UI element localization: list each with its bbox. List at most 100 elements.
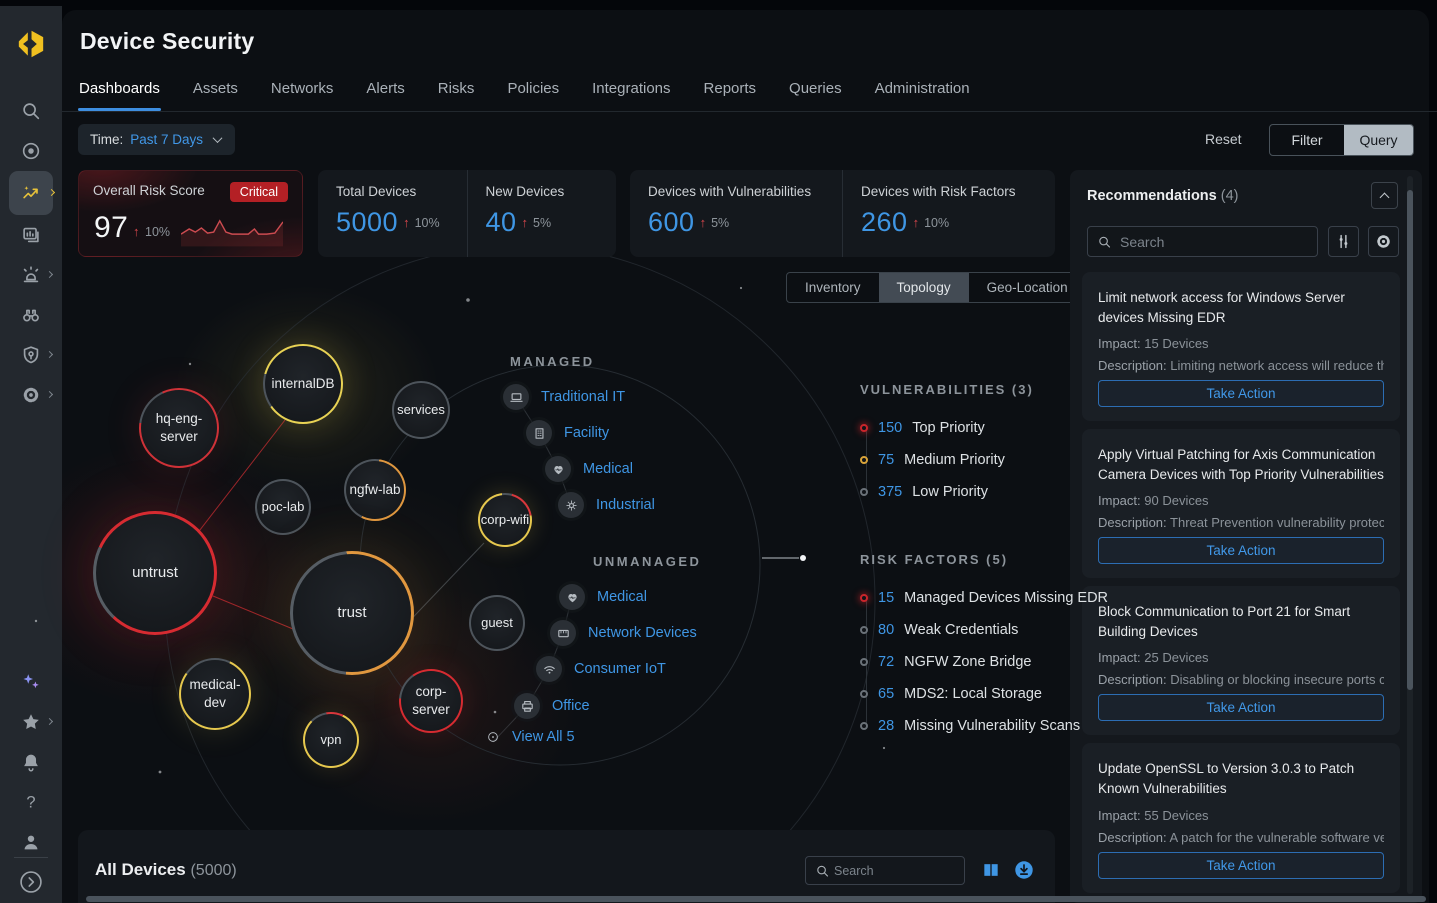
scrollbar-thumb[interactable] — [1407, 190, 1413, 690]
sidebar-item[interactable] — [0, 131, 62, 171]
recommendation-card[interactable]: Block Communication to Port 21 for Smart… — [1082, 586, 1400, 736]
nav-tab[interactable]: Queries — [789, 80, 842, 97]
topology-bubble[interactable]: corp-server — [399, 669, 463, 733]
sidebar-item[interactable] — [0, 702, 62, 742]
device-category-item[interactable]: Facility — [526, 420, 609, 446]
search-icon — [1097, 234, 1112, 249]
recommendation-card[interactable]: Apply Virtual Patching for Axis Communic… — [1082, 429, 1400, 579]
topology-bubble[interactable]: guest — [469, 595, 525, 651]
kpi-stat[interactable]: Devices with Risk Factors 260 ↑ 10% — [842, 170, 1055, 257]
horizontal-scrollbar[interactable] — [86, 896, 1426, 902]
vulnerability-kpi-card: Devices with Vulnerabilities 600 ↑ 5% De… — [630, 170, 1055, 257]
risk-factor-item[interactable]: 28 Missing Vulnerability Scans — [860, 710, 1108, 742]
topology-bubble[interactable]: trust — [290, 551, 414, 675]
take-action-button[interactable]: Take Action — [1098, 380, 1384, 408]
take-action-button[interactable]: Take Action — [1098, 851, 1384, 879]
sort-filter-button[interactable] — [1328, 226, 1359, 257]
topology-bubble[interactable]: vpn — [303, 712, 359, 768]
bubble-body: corp-wifi — [480, 495, 530, 545]
sidebar-item[interactable] — [0, 91, 62, 131]
sidebar-item[interactable] — [0, 375, 62, 415]
risk-factor-item[interactable]: 15 Managed Devices Missing EDR — [860, 582, 1108, 614]
collapse-button[interactable] — [1371, 182, 1398, 209]
devices-search-input[interactable] — [806, 857, 964, 884]
filter-button[interactable]: Filter — [1270, 125, 1344, 155]
device-category-item[interactable]: View All 5 — [480, 729, 575, 745]
nav-tab[interactable]: Administration — [874, 80, 970, 97]
reset-button[interactable]: Reset — [1205, 131, 1242, 147]
columns-icon[interactable] — [981, 860, 1001, 880]
severity-dot-icon — [860, 424, 868, 432]
nav-tab[interactable]: Policies — [507, 80, 560, 97]
device-category-item[interactable]: Consumer IoT — [536, 656, 666, 682]
recommendation-description: Description: Limiting network access wil… — [1098, 358, 1384, 374]
sidebar-item[interactable] — [0, 255, 62, 295]
query-button[interactable]: Query — [1344, 125, 1413, 155]
sidebar-divider — [14, 857, 48, 858]
take-action-button[interactable]: Take Action — [1098, 694, 1384, 722]
all-devices-count: (5000) — [190, 862, 237, 879]
recommendation-title: Apply Virtual Patching for Axis Communic… — [1098, 447, 1384, 482]
recommendations-search-input[interactable] — [1088, 227, 1317, 256]
nav-tab[interactable]: Reports — [703, 80, 757, 97]
topology-bubble[interactable]: poc-lab — [255, 479, 311, 535]
device-category-item[interactable]: Traditional IT — [503, 384, 625, 410]
time-label: Time: — [90, 132, 124, 147]
vulnerability-item[interactable]: 375 Low Priority — [860, 476, 1005, 508]
download-icon[interactable] — [1013, 859, 1035, 881]
view-toggle-option[interactable]: Geo-Location — [969, 273, 1086, 302]
topology-bubble[interactable]: medical-dev — [179, 658, 251, 730]
nav-tab[interactable]: Dashboards — [78, 80, 161, 111]
devices-kpi-card: Total Devices 5000 ↑ 10% New Devices 40 … — [318, 170, 616, 257]
view-toggle-option[interactable]: Inventory — [787, 273, 879, 302]
sidebar-item[interactable] — [0, 335, 62, 375]
nav-tab[interactable]: Integrations — [592, 80, 671, 97]
device-category-item[interactable]: Network Devices — [550, 620, 697, 646]
topology-bubble[interactable]: ngfw-lab — [344, 459, 406, 521]
topology-bubble[interactable]: services — [392, 381, 450, 439]
topology-bubble[interactable]: internalDB — [263, 344, 343, 424]
sidebar-item-icon: ? — [20, 791, 42, 813]
device-category-item[interactable]: Office — [514, 693, 590, 719]
sidebar-item[interactable] — [0, 171, 62, 215]
time-filter[interactable]: Time: Past 7 Days — [78, 124, 236, 155]
kpi-stat[interactable]: Devices with Vulnerabilities 600 ↑ 5% — [630, 170, 842, 257]
category-label: View All 5 — [512, 729, 575, 745]
nav-tab[interactable]: Risks — [437, 80, 475, 97]
sidebar-item[interactable]: ? — [0, 782, 62, 822]
vulnerability-item[interactable]: 150 Top Priority — [860, 412, 1005, 444]
recommendation-card[interactable]: Update OpenSSL to Version 3.0.3 to Patch… — [1082, 743, 1400, 893]
sidebar-item[interactable] — [0, 742, 62, 782]
bubble-label: corp-wifi — [480, 511, 530, 527]
recommendation-card[interactable]: Limit network access for Windows Server … — [1082, 272, 1400, 422]
kpi-stat[interactable]: New Devices 40 ↑ 5% — [466, 170, 617, 257]
kpi-stat[interactable]: Total Devices 5000 ↑ 10% — [318, 170, 467, 257]
risk-score-card[interactable]: Overall Risk Score Critical 97 ↑ 10% — [78, 170, 303, 257]
sidebar-item[interactable] — [0, 215, 62, 255]
sidebar-item[interactable] — [0, 662, 62, 702]
device-category-item[interactable]: Industrial — [558, 492, 655, 518]
sidebar-item[interactable] — [0, 295, 62, 335]
risk-factor-item[interactable]: 80 Weak Credentials — [860, 614, 1108, 646]
settings-button[interactable] — [1368, 226, 1399, 257]
nav-tab[interactable]: Networks — [270, 80, 334, 97]
app-logo-icon[interactable] — [13, 26, 49, 62]
sidebar-expand-button[interactable] — [17, 868, 45, 896]
vulnerability-item[interactable]: 75 Medium Priority — [860, 444, 1005, 476]
nav-tab[interactable]: Assets — [192, 80, 238, 97]
sidebar-item[interactable] — [0, 822, 62, 862]
kpi-label: Total Devices — [336, 184, 417, 199]
kpi-value: 40 — [485, 207, 517, 237]
topology-bubble[interactable]: corp-wifi — [478, 493, 532, 547]
risk-factor-item[interactable]: 72 NGFW Zone Bridge — [860, 646, 1108, 678]
nav-tab[interactable]: Alerts — [366, 80, 405, 97]
device-category-item[interactable]: Medical — [545, 456, 633, 482]
take-action-button[interactable]: Take Action — [1098, 537, 1384, 565]
topology-bubble[interactable]: hq-eng-server — [139, 388, 219, 468]
topology-bubble[interactable]: untrust — [93, 511, 217, 635]
device-category-item[interactable]: Medical — [559, 584, 647, 610]
risk-factor-item[interactable]: 65 MDS2: Local Storage — [860, 678, 1108, 710]
trend-up-icon: ↑ — [699, 215, 707, 230]
category-label: Network Devices — [588, 625, 697, 641]
view-toggle-option[interactable]: Topology — [878, 273, 969, 302]
